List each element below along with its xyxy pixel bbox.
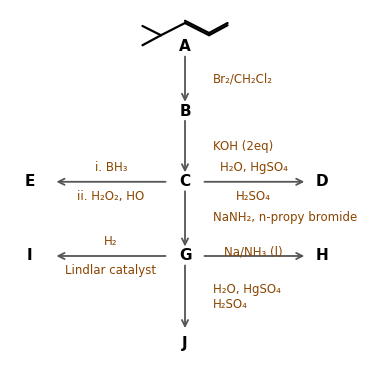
- Text: ii. H₂O₂, HO: ii. H₂O₂, HO: [77, 190, 145, 203]
- Text: I: I: [27, 249, 33, 263]
- Text: G: G: [179, 249, 191, 263]
- Text: C: C: [179, 174, 191, 189]
- Text: A: A: [179, 39, 191, 54]
- Text: i. BH₃: i. BH₃: [95, 161, 127, 174]
- Text: H₂SO₄: H₂SO₄: [236, 190, 271, 203]
- Text: NaNH₂, n-propy bromide: NaNH₂, n-propy bromide: [213, 211, 357, 224]
- Text: B: B: [179, 104, 191, 119]
- Text: D: D: [316, 174, 328, 189]
- Text: Lindlar catalyst: Lindlar catalyst: [65, 264, 157, 277]
- Text: H₂O, HgSO₄: H₂O, HgSO₄: [219, 161, 287, 174]
- Text: Na/NH₃ (l): Na/NH₃ (l): [224, 245, 283, 258]
- Text: Br₂/CH₂Cl₂: Br₂/CH₂Cl₂: [213, 72, 273, 86]
- Text: J: J: [182, 336, 188, 351]
- Text: H: H: [316, 249, 328, 263]
- Text: E: E: [24, 174, 35, 189]
- Text: H₂: H₂: [104, 235, 118, 248]
- Text: H₂O, HgSO₄
H₂SO₄: H₂O, HgSO₄ H₂SO₄: [213, 283, 280, 311]
- Text: KOH (2eq): KOH (2eq): [213, 140, 273, 153]
